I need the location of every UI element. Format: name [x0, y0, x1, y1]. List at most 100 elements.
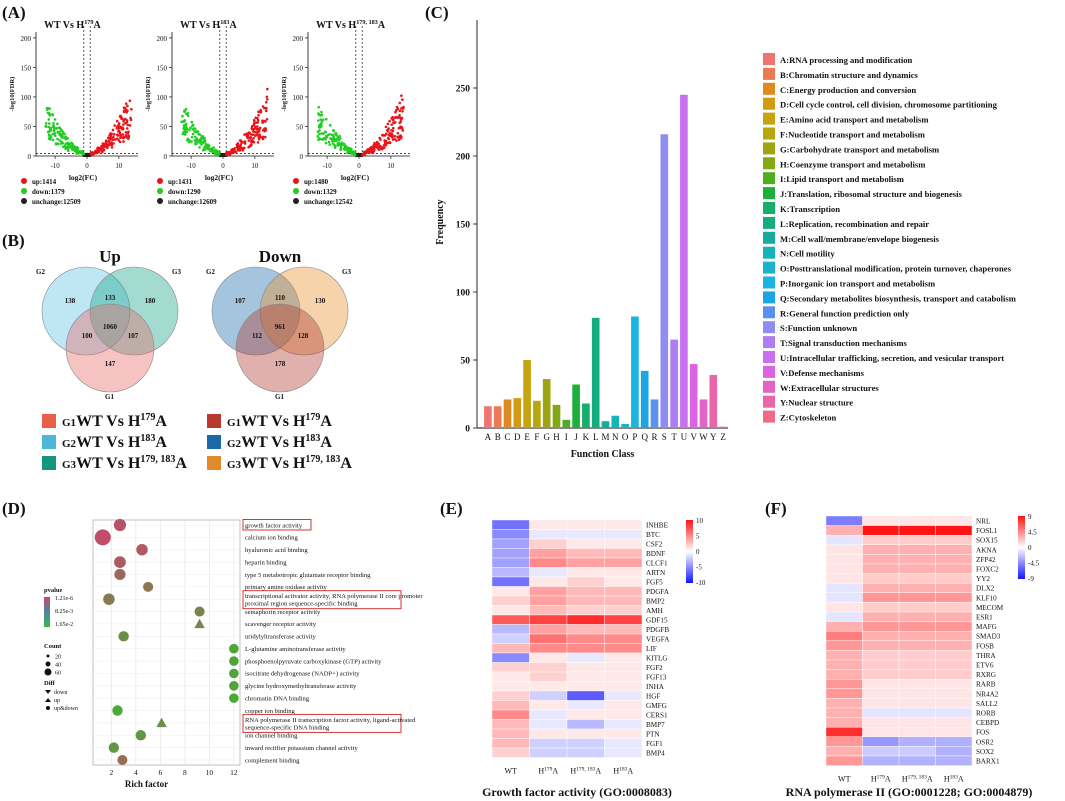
volcano-point-down [57, 131, 61, 135]
volcano-point-up [387, 127, 390, 130]
go-term-label-line2: sequence-specific DNA binding [245, 724, 330, 731]
heatmap-cell [898, 755, 936, 766]
heatmap-cell [491, 567, 530, 578]
heatmap-cell [566, 529, 605, 540]
volcano-point-up [110, 132, 113, 136]
volcano-point-up [228, 152, 232, 156]
cog-legend-label: N:Cell motility [780, 249, 835, 259]
venn-legend-sup: 179 [305, 412, 320, 423]
heatmap-legend-tick: 4.5 [1028, 529, 1037, 537]
venn-legend-label: G3WT Vs H179, 183A [62, 454, 187, 472]
go-term-label: growth factor activity [245, 522, 303, 529]
volcano-point-down [190, 135, 194, 139]
volcano-point-up [241, 147, 245, 151]
volcano-point-up [122, 140, 125, 143]
volcano-point-down [47, 122, 51, 125]
volcano-point-up [390, 128, 393, 132]
heatmap-cell [825, 650, 863, 661]
heatmap-cell [566, 586, 605, 597]
go-marker [114, 568, 126, 581]
cog-legend-label: H:Coenzyme transport and metabolism [780, 159, 926, 169]
venn-legend-base: WT Vs H [241, 455, 306, 472]
volcano-point-up [116, 126, 120, 130]
volcano-ytick-label: 100 [157, 94, 168, 102]
heatmap-cell [935, 573, 973, 584]
volcano-ytick-label: 0 [164, 153, 168, 161]
volcano-point-up [372, 149, 375, 153]
heatmap-cell [825, 755, 863, 766]
cog-bar-O [621, 423, 629, 428]
go-marker [114, 556, 126, 568]
volcano-point-up [113, 138, 117, 141]
go-term-label: scavenger receptor activity [245, 621, 317, 628]
volcano-point-down [61, 145, 65, 149]
volcano-point-down [53, 118, 57, 121]
heatmap-cell [898, 535, 936, 546]
go-marker [135, 730, 146, 741]
volcano-point-up [127, 136, 130, 139]
volcano-point-up [383, 134, 387, 137]
volcano-point-down [193, 135, 197, 139]
cog-legend-swatch [763, 246, 775, 259]
heatmap-cell [566, 538, 605, 549]
heatmap-cell [935, 515, 973, 526]
cog-ytick-label: 200 [456, 153, 471, 163]
col-end: A [595, 767, 601, 776]
cog-legend-swatch [763, 82, 775, 95]
go-marker [229, 656, 239, 666]
venn-label-g2: G2 [206, 268, 215, 276]
volcano-point-up [115, 119, 119, 123]
heatmap-row-label: SOX15 [976, 537, 998, 545]
volcano-point-down [192, 127, 196, 130]
volcano-point-up [401, 98, 404, 101]
heatmap-cell [825, 679, 863, 690]
volcano-point-up [361, 153, 365, 157]
col-base: H [871, 775, 877, 784]
volcano-point-down [353, 150, 357, 154]
heatmap-row-label: DLX2 [976, 585, 995, 593]
go-bubble-plot: 2 4 6 8 10 12 Rich factor growth factor activit… [44, 518, 423, 789]
heatmap-cell [529, 624, 568, 635]
heatmap-row-label: VEGFA [646, 635, 670, 643]
volcano-point-up [395, 139, 398, 142]
volcano-point-down [327, 140, 331, 144]
volcano-point-up [265, 95, 269, 99]
heatmap-cell [491, 700, 530, 711]
volcano-point-down [194, 139, 197, 142]
go-marker [229, 693, 239, 703]
go-term-label: chromatin DNA binding [245, 695, 310, 702]
go-term-label: RNA polymerase II transcription factor a… [245, 717, 416, 732]
cog-xtick-label: E [524, 432, 530, 442]
volcano-point-down [199, 142, 202, 145]
volcano-point-up [130, 107, 133, 111]
volcano-point-up [258, 133, 261, 137]
volcano-plot-3: WT Vs H179, 183A 0 50 100 150 200 -10 0 10 -log10… [281, 19, 410, 206]
volcano-point-down [339, 144, 343, 148]
volcano-title-base: WT Vs H [180, 20, 220, 31]
heatmap-row-label: FGF1 [646, 740, 663, 748]
volcano-point-down [328, 123, 332, 127]
heatmap-cell [566, 690, 605, 701]
panel-letter-d: (D) [2, 499, 26, 518]
volcano-point-up [398, 113, 401, 117]
volcano-ytick-label: 50 [24, 123, 32, 131]
go-term-label: semaphorin receptor activity [245, 609, 321, 616]
heatmap-cell [825, 631, 863, 642]
venn-legend-swatch [42, 435, 56, 449]
volcano-point-up [108, 143, 112, 147]
volcano-point-down [53, 134, 57, 137]
heatmap-cell [529, 662, 568, 673]
cog-bar-Z [719, 426, 727, 428]
volcano-point-up [124, 133, 128, 137]
volcano-point-down [58, 126, 61, 129]
volcano-point-down [343, 145, 347, 149]
cog-legend-label: P:Inorganic ion transport and metabolism [780, 279, 936, 289]
heatmap-row-label: AKNA [976, 546, 998, 554]
volcano-point-down [186, 137, 190, 141]
venn-legend-sup: 179, 183 [305, 454, 340, 465]
cog-bar-Y [709, 374, 718, 428]
heatmap-cell [935, 679, 973, 690]
volcano-point-up [256, 118, 260, 122]
volcano-point-down [48, 114, 51, 117]
venn-count-g3-only: 130 [315, 297, 326, 305]
